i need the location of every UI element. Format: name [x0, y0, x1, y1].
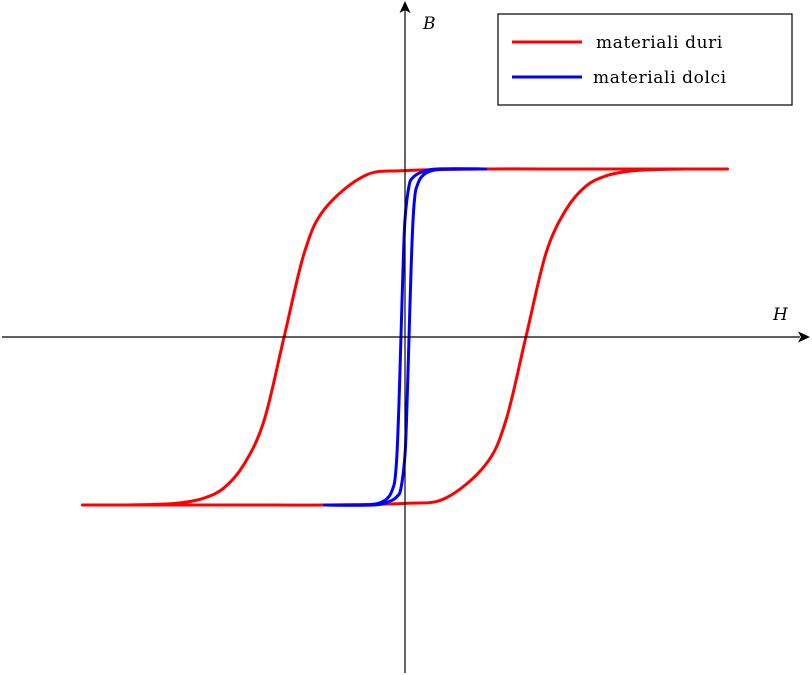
x-axis-label: H — [772, 305, 789, 325]
curve-materiali-duri-branch-1 — [81, 167, 729, 507]
y-axis-arrow-icon — [399, 1, 411, 13]
legend-label-materiali-duri: materiali duri — [596, 33, 723, 53]
curve-materiali-dolci-branch-2 — [322, 167, 488, 507]
x-axis-arrow-icon — [798, 331, 810, 343]
legend-label-materiali-dolci: materiali dolci — [593, 68, 727, 88]
legend-box — [497, 13, 793, 106]
y-axis-label: B — [422, 14, 436, 34]
curve-materiali-duri-branch-2 — [81, 167, 729, 507]
legend: materiali duri materiali dolci — [497, 13, 793, 106]
curves-layer — [81, 167, 729, 507]
curve-materiali-dolci-branch-1 — [322, 167, 488, 507]
